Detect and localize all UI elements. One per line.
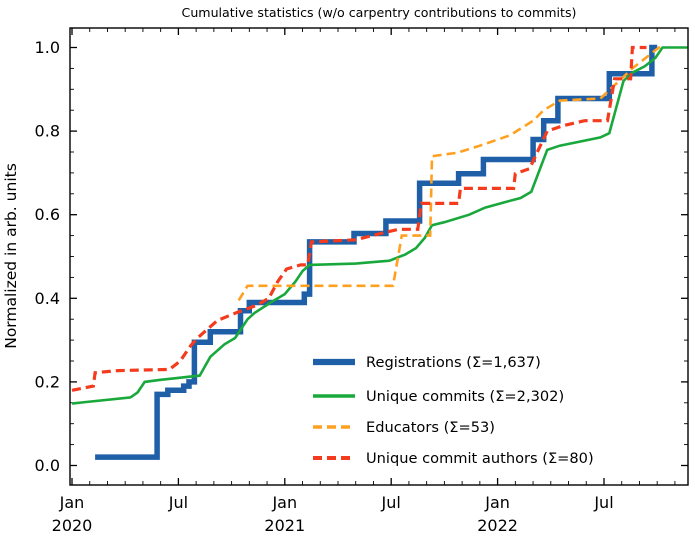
x-tick-year-label: 2022 (477, 516, 518, 535)
data-series (71, 44, 688, 460)
x-tick-label: Jan (271, 493, 297, 512)
series-line-registrations (95, 44, 658, 460)
y-tick-label: 0.6 (35, 205, 60, 224)
legend-item-unique-commits: Unique commits (Σ=2,302) (313, 388, 564, 405)
plot-area (69, 27, 689, 486)
x-tick-label: Jul (593, 493, 613, 512)
legend-item-educators: Educators (Σ=53) (313, 419, 495, 436)
legend-item-unique-commit-authors: Unique commit authors (Σ=80) (313, 450, 594, 467)
x-tick-year-label: 2020 (52, 516, 93, 535)
legend-label-unique-commits: Unique commits (Σ=2,302) (366, 388, 564, 405)
axis-tick-labels: Jan 2020 Jul Jan 2021 Jul Jan 2022 Jul 0.0 0.2 0.4 0… (35, 38, 614, 535)
x-tick-label: Jul (168, 493, 188, 512)
series-line-unique-commit-authors (71, 45, 647, 392)
y-tick-label: 1.0 (35, 38, 60, 57)
legend-item-registrations: Registrations (Σ=1,637) (313, 354, 541, 371)
legend-label-educators: Educators (Σ=53) (366, 419, 495, 436)
axis-ticks (70, 28, 688, 485)
x-tick-label: Jan (484, 493, 510, 512)
y-tick-label: 0.2 (35, 372, 60, 391)
legend: Registrations (Σ=1,637) Unique commits (… (313, 354, 594, 467)
y-axis-label: Normalized in arb. units (2, 163, 20, 349)
x-tick-label: Jul (381, 493, 401, 512)
y-tick-label: 0.0 (35, 456, 60, 475)
x-tick-label: Jan (59, 493, 85, 512)
legend-label-unique-commit-authors: Unique commit authors (Σ=80) (366, 450, 594, 467)
chart-title: Cumulative statistics (w/o carpentry con… (182, 5, 577, 20)
x-tick-year-label: 2021 (264, 516, 305, 535)
series-line-educators (237, 46, 663, 302)
y-tick-label: 0.8 (35, 122, 60, 141)
series-line-unique-commits (71, 46, 688, 405)
legend-label-registrations: Registrations (Σ=1,637) (366, 354, 541, 371)
y-tick-label: 0.4 (35, 289, 60, 308)
